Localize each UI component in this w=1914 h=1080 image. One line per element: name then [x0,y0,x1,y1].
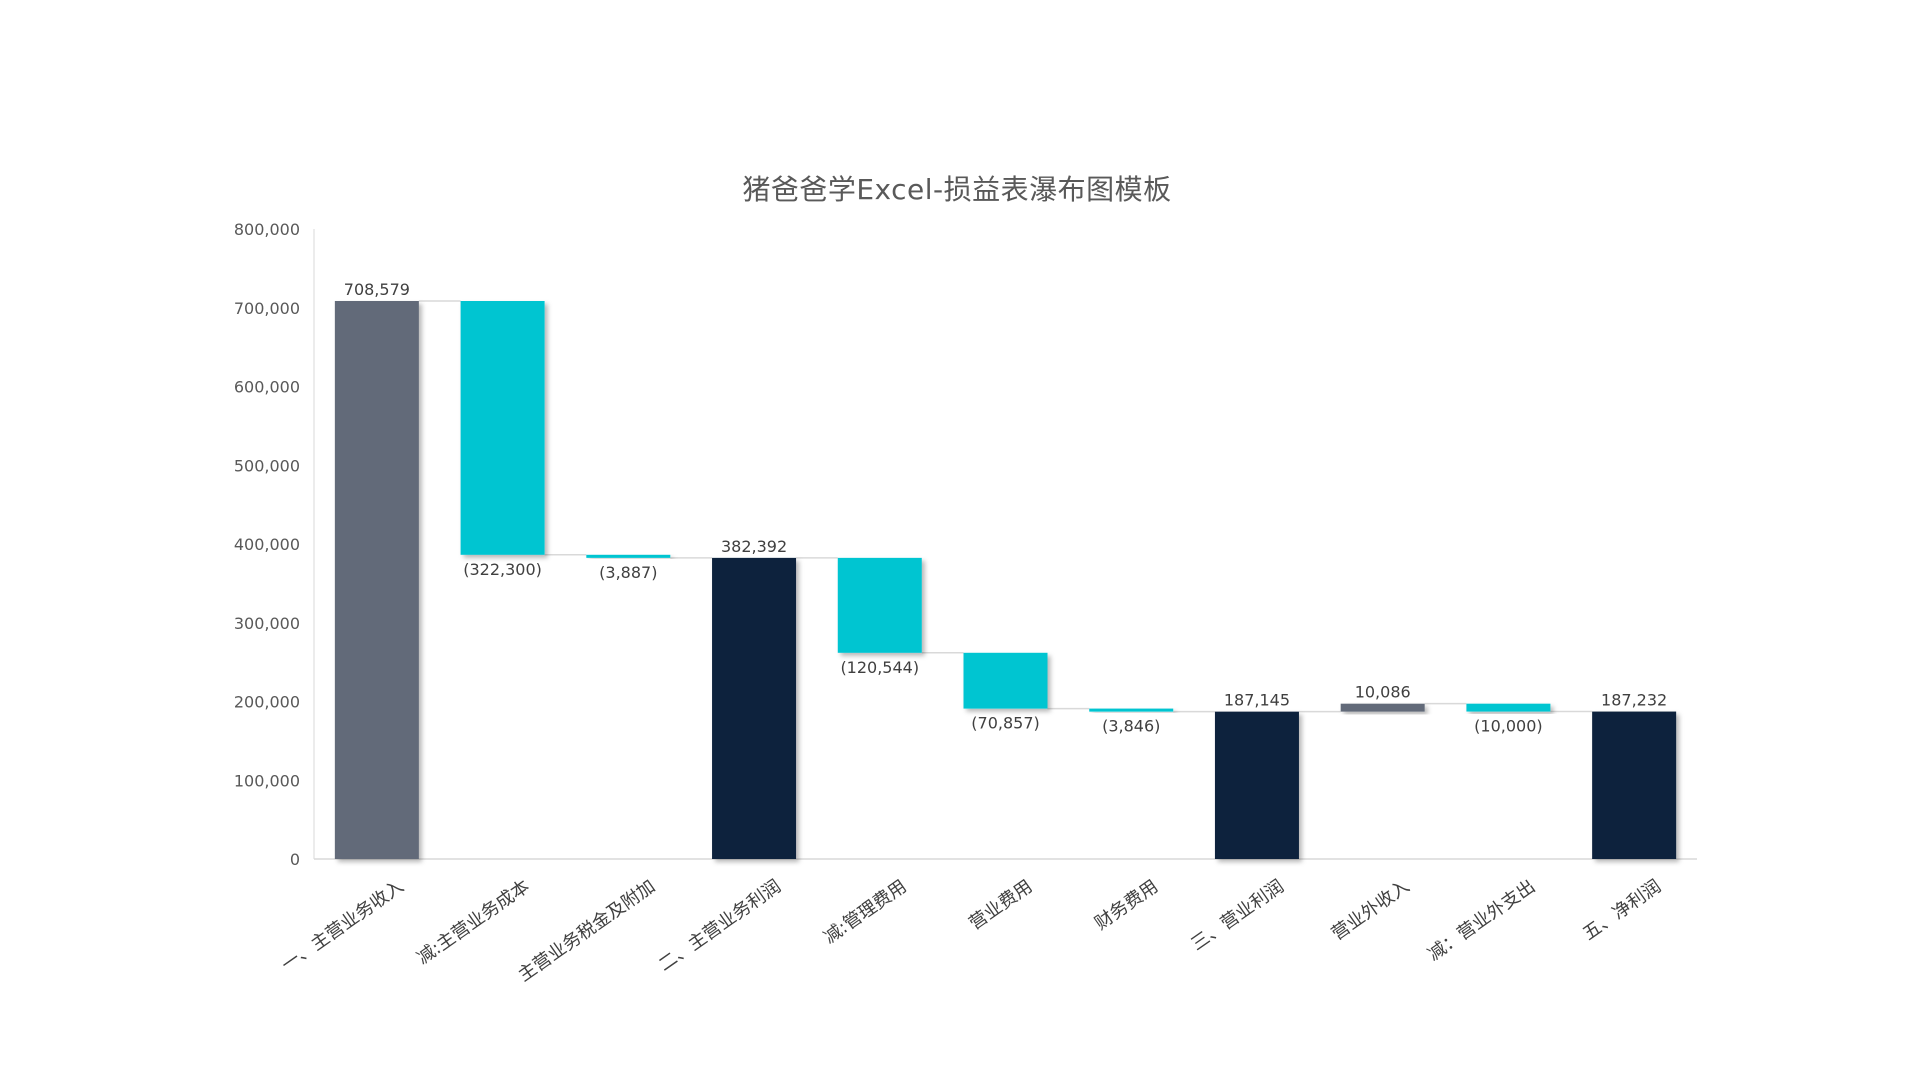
category-label: 营业外收入 [1328,876,1414,945]
data-label: 187,232 [1601,691,1667,710]
category-label: 主营业务税金及附加 [514,876,659,986]
bar-total [1214,711,1299,859]
data-label: 708,579 [344,280,410,299]
bar-decrease [963,652,1048,709]
data-label: (120,544) [840,658,919,677]
y-tick-label: 400,000 [234,535,300,554]
category-label: 五、净利润 [1579,876,1665,945]
category-label: 减:主营业务成本 [413,876,533,969]
bar-total [712,557,797,859]
category-label: 营业费用 [965,876,1036,934]
data-label: 187,145 [1224,691,1290,710]
bar-decrease [586,554,671,558]
data-label: (3,846) [1102,717,1160,736]
bar-decrease [1089,708,1174,712]
category-label: 二、主营业务利润 [655,876,785,976]
category-label: 财务费用 [1091,876,1162,934]
data-label: (70,857) [971,714,1039,733]
chart-title: 猪爸爸学Excel-损益表瀑布图模板 [742,173,1172,206]
bar-decrease [837,557,922,653]
bar-decrease [460,300,545,555]
data-label: 10,086 [1355,683,1411,702]
y-tick-label: 800,000 [234,220,300,239]
y-tick-label: 600,000 [234,378,300,397]
y-tick-label: 700,000 [234,299,300,318]
data-label: (3,887) [599,563,657,582]
y-tick-label: 0 [290,850,300,869]
category-label: 一、主营业务收入 [278,876,408,976]
bar-start [334,300,419,860]
data-label: (322,300) [463,560,542,579]
y-tick-label: 300,000 [234,614,300,633]
y-tick-label: 100,000 [234,771,300,790]
bar-increase [1340,703,1425,712]
y-tick-label: 500,000 [234,456,300,475]
data-label: (10,000) [1474,717,1542,736]
category-label: 减:管理费用 [820,876,911,948]
bar-decrease [1466,703,1551,712]
category-label: 三、营业利润 [1187,876,1288,955]
category-label: 减：营业外支出 [1424,876,1539,965]
data-label: 382,392 [721,537,787,556]
y-tick-label: 200,000 [234,693,300,712]
bar-total [1592,711,1677,859]
